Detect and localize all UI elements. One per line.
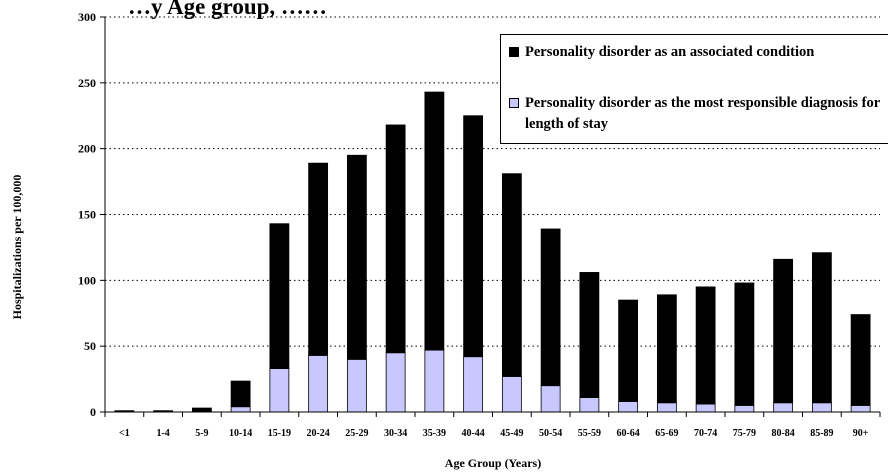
x-tick-label: 35-39 [423, 428, 446, 439]
bar-most-responsible-5 [308, 354, 329, 413]
bar-associated-8 [424, 91, 445, 351]
bar-associated-6 [346, 154, 367, 360]
x-tick-label: 40-44 [461, 428, 484, 439]
x-tick-label: 50-54 [539, 428, 562, 439]
bar-associated-2 [191, 407, 212, 412]
bar-most-responsible-13 [618, 401, 639, 413]
bar-associated-15 [695, 286, 716, 405]
y-axis-title: Hospitalizations per 100,000 [10, 175, 24, 320]
bar-most-responsible-15 [695, 403, 716, 413]
x-tick-label: 65-69 [655, 428, 678, 439]
bar-most-responsible-18 [811, 402, 832, 413]
bar-associated-1 [153, 410, 174, 413]
bar-associated-3 [230, 380, 251, 408]
bar-most-responsible-19 [850, 405, 871, 413]
x-tick-label: <1 [119, 428, 130, 439]
bar-associated-4 [269, 223, 290, 369]
bar-most-responsible-8 [424, 349, 445, 413]
x-tick-label: 10-14 [229, 428, 252, 439]
y-tick-label: 300 [78, 10, 96, 24]
bar-most-responsible-11 [540, 385, 561, 413]
x-tick-label: 70-74 [694, 428, 717, 439]
bar-associated-14 [656, 294, 677, 404]
x-tick-label: 80-84 [771, 428, 794, 439]
bar-associated-7 [385, 124, 406, 354]
bar-most-responsible-4 [269, 368, 290, 413]
legend-item-most-responsible: Personality disorder as the most respons… [509, 93, 887, 135]
y-tick-label: 250 [78, 76, 96, 90]
bar-associated-10 [501, 173, 522, 377]
x-tick-label: 45-49 [500, 428, 523, 439]
x-tick-label: 25-29 [345, 428, 368, 439]
x-tick-label: 20-24 [306, 428, 329, 439]
x-tick-label: 90+ [853, 428, 869, 439]
x-tick-label: 85-89 [810, 428, 833, 439]
x-tick-label: 1-4 [156, 428, 169, 439]
y-tick-label: 100 [78, 273, 96, 287]
y-tick-label: 200 [78, 142, 96, 156]
y-tick-label: 150 [78, 208, 96, 222]
bar-associated-13 [618, 299, 639, 402]
x-ticks: <1 1-4 5-9 10-14 15-19 20-24 25-29 30-34 35-39 40… [104, 412, 881, 439]
gridlines [105, 16, 880, 347]
x-tick-label: 60-64 [616, 428, 639, 439]
bar-associated-9 [463, 115, 484, 358]
bar-associated-11 [540, 228, 561, 387]
legend-swatch-associated [509, 47, 519, 57]
x-tick-label: 75-79 [733, 428, 756, 439]
legend: Personality disorder as an associated co… [500, 34, 888, 144]
bar-associated-17 [773, 258, 794, 404]
legend-swatch-most-responsible [509, 98, 519, 108]
bar-most-responsible-16 [734, 405, 755, 413]
bar-associated-19 [850, 314, 871, 406]
bar-most-responsible-12 [579, 397, 600, 413]
y-tick-label: 50 [84, 339, 96, 353]
bar-most-responsible-7 [385, 352, 406, 413]
x-axis-title: Age Group (Years) [445, 456, 541, 470]
bar-associated-12 [579, 272, 600, 398]
legend-item-associated: Personality disorder as an associated co… [509, 42, 887, 63]
bar-most-responsible-6 [346, 358, 367, 413]
bars [114, 91, 871, 413]
chart-title: …y Age group, …… [128, 0, 327, 19]
bar-associated-16 [734, 282, 755, 406]
legend-label-associated: Personality disorder as an associated co… [525, 44, 815, 60]
x-tick-label: 5-9 [195, 428, 208, 439]
bar-most-responsible-10 [501, 376, 522, 413]
x-tick-label: 55-59 [578, 428, 601, 439]
bar-most-responsible-3 [230, 406, 251, 413]
legend-label-most-responsible: Personality disorder as the most respons… [525, 95, 880, 132]
bar-most-responsible-14 [656, 402, 677, 413]
bar-most-responsible-17 [773, 402, 794, 413]
bar-associated-0 [114, 410, 135, 413]
bar-associated-18 [811, 252, 832, 404]
y-ticks: 0 50 100 150 200 250 300 [78, 10, 105, 419]
bar-most-responsible-9 [463, 356, 484, 413]
y-tick-label: 0 [90, 405, 96, 419]
bar-associated-5 [308, 162, 329, 356]
x-tick-label: 30-34 [384, 428, 407, 439]
x-tick-label: 15-19 [268, 428, 291, 439]
